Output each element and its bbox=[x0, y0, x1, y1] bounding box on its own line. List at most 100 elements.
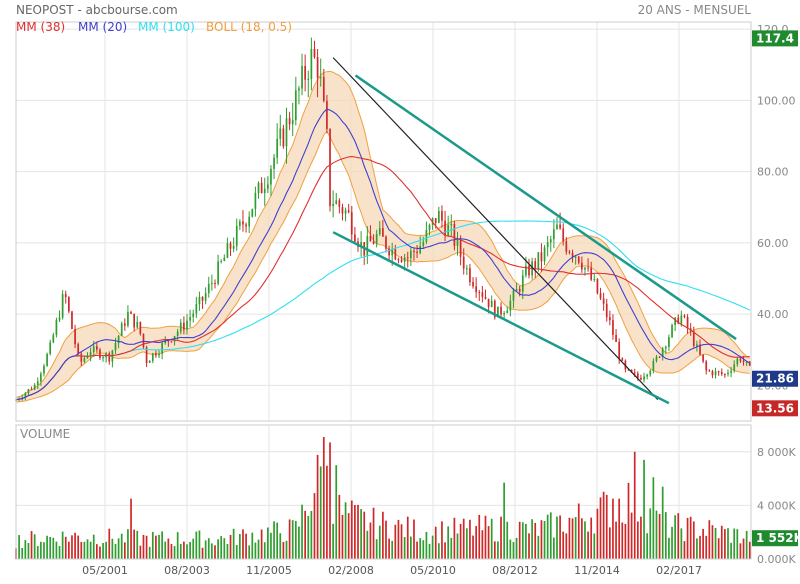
price-badge: 21.86 bbox=[752, 370, 798, 387]
candle-body bbox=[453, 224, 456, 246]
volume-bar bbox=[304, 510, 307, 559]
candle-body bbox=[525, 265, 527, 276]
volume-bar bbox=[562, 531, 565, 559]
candle bbox=[229, 241, 232, 257]
candle bbox=[574, 255, 577, 265]
candle-body bbox=[577, 256, 580, 263]
candle bbox=[612, 314, 614, 340]
candle-body bbox=[462, 256, 465, 269]
volume-bar bbox=[581, 518, 583, 559]
candle-body bbox=[335, 200, 338, 204]
candle bbox=[68, 296, 70, 314]
candle bbox=[615, 328, 617, 342]
candle bbox=[602, 292, 605, 311]
candle-body bbox=[671, 325, 673, 338]
volume-bar bbox=[192, 538, 195, 559]
candle-body bbox=[736, 358, 739, 365]
volume-badge-bg bbox=[752, 530, 798, 547]
candle-body bbox=[260, 182, 263, 194]
candle-body bbox=[636, 373, 639, 378]
volume-bar bbox=[549, 512, 552, 559]
candle bbox=[702, 354, 704, 364]
candle bbox=[652, 358, 655, 374]
candle bbox=[266, 176, 269, 193]
candle bbox=[730, 366, 732, 378]
candle bbox=[189, 309, 191, 328]
moving-averages bbox=[15, 108, 751, 401]
volume-tick-label: 8 000K bbox=[757, 446, 796, 459]
volume-bar bbox=[475, 526, 478, 559]
candle bbox=[593, 273, 596, 282]
candle-body bbox=[220, 260, 223, 262]
candle-body bbox=[145, 347, 148, 363]
candle bbox=[304, 54, 307, 92]
volume-bar bbox=[226, 544, 229, 559]
candle-body bbox=[668, 337, 670, 347]
candle-body bbox=[543, 247, 546, 262]
candle bbox=[444, 210, 446, 242]
candle-body bbox=[633, 372, 636, 374]
candle-body bbox=[406, 257, 409, 259]
candle-body bbox=[217, 261, 219, 284]
candle-body bbox=[341, 206, 344, 214]
volume-bar bbox=[419, 538, 422, 559]
volume-bar bbox=[232, 528, 235, 559]
candle-body bbox=[366, 235, 369, 256]
volume-bar bbox=[671, 526, 673, 559]
volume-bar bbox=[111, 538, 114, 559]
candle-body bbox=[350, 212, 353, 235]
candle bbox=[322, 68, 325, 103]
candle-body bbox=[170, 341, 173, 343]
candle-body bbox=[148, 360, 151, 363]
candle-body bbox=[512, 290, 515, 301]
candle bbox=[565, 237, 568, 255]
volume-bar bbox=[257, 539, 260, 559]
volume-bar bbox=[556, 516, 558, 559]
trendlines bbox=[332, 57, 737, 405]
candle bbox=[183, 316, 185, 335]
candle-body bbox=[556, 224, 558, 230]
candle-body bbox=[410, 250, 412, 258]
candle bbox=[571, 249, 574, 263]
ma-100-line bbox=[15, 220, 751, 401]
candle-body bbox=[139, 321, 142, 334]
candle bbox=[338, 198, 341, 214]
volume-bar bbox=[531, 519, 533, 559]
volume-bar bbox=[714, 527, 717, 559]
candle bbox=[245, 222, 247, 233]
volume-bar bbox=[416, 541, 418, 559]
legend: MM (38) MM (20) MM (100) BOLL (18, 0.5) bbox=[16, 20, 292, 34]
candle-body bbox=[515, 288, 518, 291]
candle bbox=[462, 248, 465, 275]
volume-bar bbox=[251, 532, 254, 559]
volume-bar bbox=[375, 539, 378, 559]
candle bbox=[46, 352, 48, 367]
candle bbox=[148, 360, 151, 363]
candle-body bbox=[640, 377, 642, 380]
candle-body bbox=[680, 315, 683, 324]
candle-body bbox=[204, 293, 207, 301]
volume-bar bbox=[636, 521, 639, 559]
volume-bar bbox=[503, 482, 505, 559]
volume-bar bbox=[711, 525, 714, 559]
volume-bar bbox=[301, 504, 303, 559]
candle bbox=[456, 231, 459, 256]
candle-body bbox=[273, 157, 275, 169]
candle-body bbox=[478, 292, 481, 294]
candle-body bbox=[332, 203, 334, 207]
volume-bar bbox=[397, 519, 400, 559]
candle-body bbox=[120, 323, 123, 336]
volume-bar bbox=[627, 482, 630, 559]
candle-body bbox=[441, 210, 443, 221]
volume-bar bbox=[179, 543, 182, 559]
price-tick-label: 60.00 bbox=[757, 237, 789, 250]
candle bbox=[344, 207, 347, 222]
candle bbox=[263, 177, 266, 206]
candle bbox=[276, 123, 279, 164]
volume-bar bbox=[705, 535, 708, 559]
candle-body bbox=[74, 328, 76, 345]
candle-body bbox=[655, 356, 658, 362]
candle-body bbox=[599, 293, 602, 299]
candle-body bbox=[251, 208, 254, 217]
price-badge-text: 13.56 bbox=[756, 401, 794, 415]
